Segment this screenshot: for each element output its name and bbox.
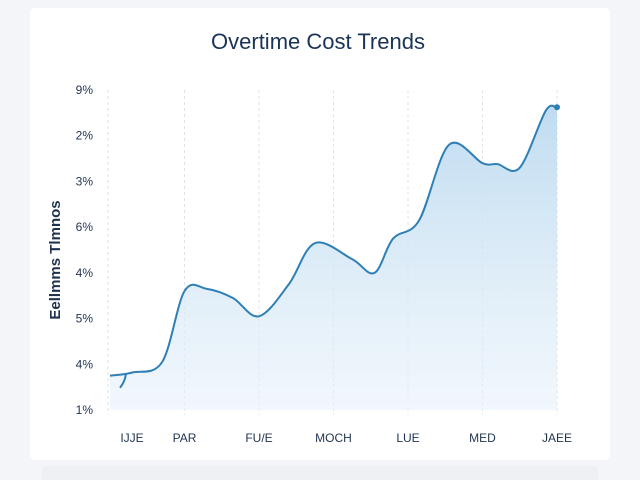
end-point-marker (554, 104, 560, 111)
series-line (109, 104, 558, 377)
x-tick-label: MED (469, 431, 496, 445)
series-start-mark (119, 373, 127, 389)
y-tick-label: 4% (76, 357, 94, 371)
y-tick-label: 6% (76, 220, 94, 234)
x-tick-label: FU/E (245, 431, 272, 445)
y-tick-label: 3% (76, 174, 94, 188)
x-tick-label: MOCH (315, 431, 352, 445)
y-tick-label: 5% (76, 312, 94, 326)
area-fill (110, 105, 557, 410)
y-axis-label: Eellmms Tlmnos (47, 200, 64, 319)
y-tick-label: 4% (76, 266, 94, 280)
x-tick-label: IJJE (120, 431, 143, 445)
x-tick-label: LUE (396, 431, 419, 445)
y-tick-label: 2% (76, 129, 94, 143)
x-tick-label: PAR (173, 431, 197, 445)
y-tick-label: 9% (76, 83, 94, 97)
chart-title: Overtime Cost Trends (211, 29, 425, 54)
footer-strip (42, 466, 598, 480)
x-tick-label: JAEE (542, 431, 572, 445)
y-tick-label: 1% (76, 403, 94, 417)
